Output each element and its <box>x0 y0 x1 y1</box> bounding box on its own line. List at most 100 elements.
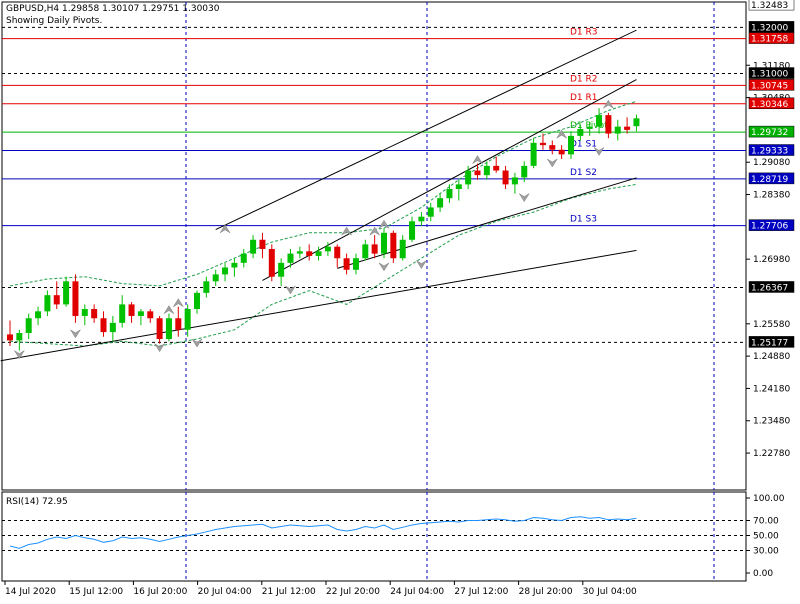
price-tick-label: 1.31180 <box>753 61 790 71</box>
candle-up <box>184 309 191 330</box>
candle-up <box>63 281 70 305</box>
candle-up <box>324 246 331 252</box>
candle-down <box>343 258 350 270</box>
price-tick-label: 1.24880 <box>753 352 790 362</box>
time-tick-label: 24 Jul 04:00 <box>390 587 444 597</box>
time-tick-label: 27 Jul 12:00 <box>454 587 508 597</box>
candle-up <box>203 281 210 293</box>
candle-down <box>334 246 341 259</box>
price-tick-label: 1.28380 <box>753 191 790 201</box>
candle-up <box>399 239 406 259</box>
fractal-up-marker <box>173 298 184 307</box>
fractal-down-marker <box>519 193 530 203</box>
level-price-box <box>748 97 795 110</box>
level-price-box <box>748 32 795 44</box>
candle-up <box>222 267 229 275</box>
candle-up <box>596 115 603 127</box>
rsi-line <box>9 516 637 549</box>
level-price-label: 1.32000 <box>751 23 788 33</box>
rsi-label: RSI(14) 72.95 <box>6 497 68 507</box>
candle-up <box>109 322 116 333</box>
candle-down <box>175 318 182 330</box>
price-tick-label: 1.22780 <box>753 449 790 459</box>
trendline <box>0 249 637 362</box>
candle-down <box>156 318 163 340</box>
pivot-label: D1 R3 <box>570 28 598 38</box>
level-price-label: 1.32483 <box>751 1 788 11</box>
candle-up <box>212 274 219 282</box>
level-price-label: 1.27706 <box>751 222 788 232</box>
level-price-label: 1.28719 <box>751 175 788 185</box>
candle-down <box>624 126 631 130</box>
rsi-tick-label: 100.00 <box>753 494 785 504</box>
candle-down <box>502 170 509 185</box>
candle-down <box>371 244 378 254</box>
candle-up <box>44 295 51 312</box>
pivot-label: D1 Pivot <box>570 121 608 131</box>
level-price-label: 1.26367 <box>751 283 788 293</box>
rsi-tick-label: 50.00 <box>753 532 779 542</box>
level-price-box <box>748 172 795 185</box>
candle-up <box>165 318 172 340</box>
bollinger-upper-line <box>9 100 637 287</box>
time-tick-label: 30 Jul 04:00 <box>583 587 637 597</box>
candle-down <box>100 318 107 333</box>
candle-down <box>7 334 13 341</box>
fractal-up-marker <box>341 226 352 236</box>
candle-down <box>91 309 98 319</box>
candle-down <box>558 149 565 155</box>
candle-down <box>474 170 481 176</box>
price-tick-label: 1.25580 <box>753 320 790 330</box>
fractal-up-marker <box>219 224 231 234</box>
candle-up <box>35 311 42 319</box>
candle-down <box>72 281 79 316</box>
candle-down <box>549 145 556 150</box>
fractal-down-marker <box>191 338 203 348</box>
candle-up <box>81 309 88 316</box>
level-price-box <box>748 0 795 11</box>
candle-up <box>437 198 444 208</box>
level-price-box <box>748 281 795 293</box>
status-line: Showing Daily Pivots. <box>6 16 103 26</box>
level-price-box <box>748 67 795 79</box>
level-price-box <box>748 336 795 348</box>
fractal-up-marker <box>378 219 390 229</box>
candle-up <box>352 258 359 270</box>
level-price-box <box>748 79 795 91</box>
candle-up <box>577 128 584 136</box>
candle-up <box>568 135 574 155</box>
candle-down <box>53 295 60 305</box>
time-tick-label: 20 Jul 04:00 <box>198 587 252 597</box>
time-tick-label: 22 Jul 20:00 <box>326 587 380 597</box>
fractal-down-marker <box>70 329 81 339</box>
candle-up <box>250 239 257 254</box>
candle-up <box>633 118 640 127</box>
pivot-label: D1 S3 <box>570 215 597 225</box>
candle-up <box>194 292 200 310</box>
candle-up <box>381 232 387 254</box>
candle-up <box>511 177 518 185</box>
time-tick-label: 28 Jul 20:00 <box>519 587 573 597</box>
time-tick-label: 14 Jul 2020 <box>5 587 56 597</box>
fractal-down-marker <box>285 285 296 295</box>
fractal-down-marker <box>416 260 427 270</box>
fractal-up-marker <box>472 155 483 164</box>
level-price-box <box>748 144 795 156</box>
candle-up <box>418 216 425 222</box>
candle-up <box>240 253 247 263</box>
candle-down <box>268 249 275 277</box>
fractal-down-marker <box>593 147 605 156</box>
price-tick-label: 1.26980 <box>753 255 790 265</box>
bollinger-lower-line <box>9 183 637 347</box>
fractal-down-marker <box>378 262 390 272</box>
trendline <box>337 177 637 269</box>
pivot-label: D1 R1 <box>570 93 598 103</box>
time-tick-label: 16 Jul 20:00 <box>133 587 187 597</box>
level-price-label: 1.25177 <box>751 338 788 348</box>
candle-up <box>427 207 434 217</box>
candle-up <box>362 244 369 259</box>
candle-down <box>605 115 612 134</box>
pivot-label: D1 S2 <box>570 168 597 178</box>
symbol-ohlc-line: GBPUSD,H4 1.29858 1.30107 1.29751 1.3003… <box>6 4 220 14</box>
